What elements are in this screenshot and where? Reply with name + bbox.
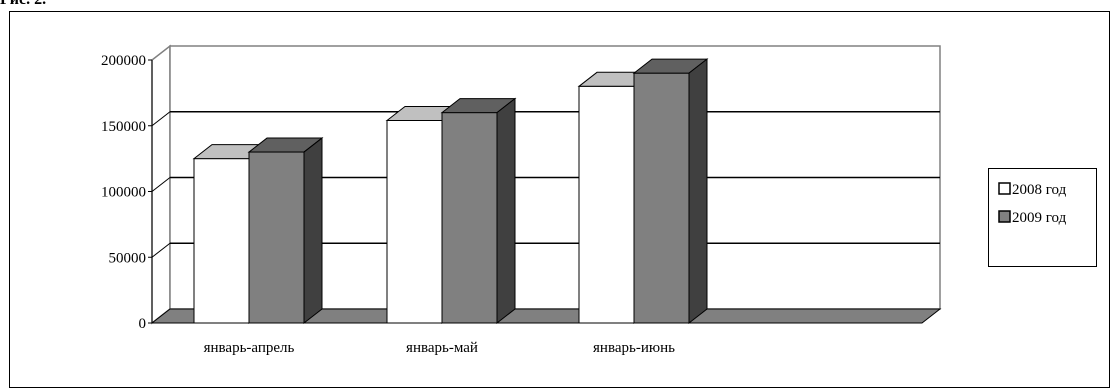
legend-swatch [998, 182, 1011, 195]
x-tick-label: январь-июнь [593, 340, 675, 356]
bar-front [193, 158, 250, 324]
bar-front [248, 151, 305, 324]
legend: 2008 год 2009 год [988, 168, 1097, 267]
bar-front [578, 85, 635, 324]
y-tick-label: 200000 [101, 53, 146, 69]
bar-front [441, 112, 498, 324]
bar-front [386, 119, 443, 324]
y-axis: 0 50000 100000 150000 200000 [101, 53, 153, 332]
x-tick-label: январь-апрель [204, 340, 295, 356]
figure-label: Рис. 2. [0, 0, 46, 9]
chart-frame [9, 11, 1110, 388]
bar [247, 137, 324, 325]
y-tick-label: 150000 [101, 119, 146, 135]
y-tick-label: 0 [139, 316, 147, 332]
y-tick-label: 50000 [109, 250, 147, 266]
legend-label: 2009 год [1012, 210, 1067, 226]
gridline-diagonal [151, 242, 171, 258]
x-tick-label: январь-май [406, 340, 478, 356]
legend-label: 2008 год [1012, 182, 1067, 198]
bar-front [633, 72, 690, 324]
bar [632, 58, 709, 325]
legend-swatch [998, 210, 1011, 223]
bar-side [688, 58, 708, 325]
bars [192, 58, 709, 325]
bar-side [496, 97, 516, 325]
y-tick-label: 100000 [101, 185, 146, 201]
bar [440, 97, 517, 325]
x-axis: январь-апрель январь-май январь-июнь [204, 340, 675, 356]
gridline-diagonal [151, 111, 171, 127]
gridline-diagonal [151, 177, 171, 192]
bar-side [303, 137, 323, 325]
